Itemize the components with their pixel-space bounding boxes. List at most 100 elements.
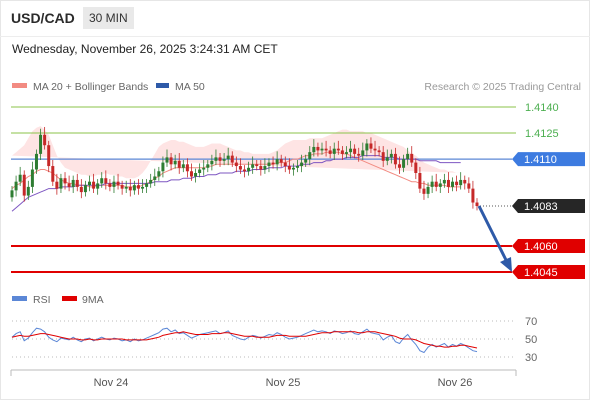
candlesticks [10, 126, 479, 211]
candle [120, 180, 124, 195]
candle [389, 149, 393, 164]
candle [108, 179, 112, 192]
timeframe-button[interactable]: 30 MIN [83, 7, 134, 29]
candle [361, 142, 365, 160]
candle [398, 156, 401, 174]
x-tick-label: Nov 25 [266, 377, 301, 389]
candle [157, 166, 161, 181]
candle [381, 146, 385, 167]
candle [39, 128, 43, 160]
rsi-tick-50: 50 [525, 334, 537, 346]
candle [202, 159, 206, 176]
candle [418, 166, 422, 193]
forecast-arrowhead [500, 257, 512, 272]
symbol-title: USD/CAD [11, 10, 75, 26]
candle [222, 153, 226, 166]
candle [132, 180, 136, 195]
candle [475, 198, 479, 211]
candle [59, 173, 63, 193]
rsi-legend-swatch [12, 296, 27, 301]
forecast-arrow [477, 205, 512, 272]
candle [153, 168, 157, 187]
candle [324, 140, 328, 157]
candle [145, 179, 149, 193]
candle [344, 146, 348, 159]
candle [275, 151, 279, 171]
candle [296, 159, 300, 173]
rsi-tick-70: 70 [525, 316, 537, 328]
candle [198, 163, 202, 178]
candle [406, 147, 410, 166]
candle [267, 158, 271, 173]
candle [22, 170, 26, 202]
candle [308, 146, 312, 166]
candle [75, 173, 79, 192]
candle [463, 175, 467, 190]
research-credit: Research © 2025 Trading Central [424, 81, 581, 93]
candle [169, 153, 173, 171]
candle [320, 142, 324, 155]
candle [214, 149, 218, 166]
candle [373, 140, 377, 157]
candle [259, 159, 263, 176]
candle [377, 146, 381, 157]
bollinger-band-fill [12, 126, 461, 179]
rsi-legend-label: RSI [33, 294, 51, 306]
candle [10, 186, 14, 202]
level-label-1.4110: 1.4110 [524, 154, 557, 166]
candle [467, 177, 471, 193]
ma50-legend-swatch [156, 83, 169, 88]
candle [291, 163, 295, 176]
candle [112, 175, 116, 193]
candle [455, 175, 459, 192]
candle [181, 159, 185, 173]
candle [67, 175, 71, 192]
x-tick-label: Nov 24 [94, 377, 129, 389]
price-level-labels: 1.4140 1.4125 1.4110 1.4083 1.4060 1.4045 [512, 102, 585, 279]
level-tag-1.4060 [512, 238, 585, 253]
candle [251, 156, 255, 174]
candle [446, 172, 450, 193]
level-label-1.4140: 1.4140 [525, 102, 559, 114]
ma9-legend-swatch [62, 296, 77, 301]
level-tag-1.4083 [512, 199, 585, 213]
candle [357, 147, 361, 162]
candle [116, 173, 120, 190]
rsi-ma9-line [11, 331, 478, 349]
candle [393, 147, 397, 169]
candle [255, 159, 259, 171]
candle [92, 173, 96, 193]
candle [218, 153, 222, 167]
candle [136, 179, 140, 195]
candle [336, 140, 340, 155]
candle [26, 180, 30, 200]
candle [51, 159, 55, 187]
candle [316, 142, 320, 157]
candle [442, 173, 446, 188]
rsi-line [11, 327, 478, 354]
candle [340, 146, 344, 160]
candle [88, 175, 91, 192]
candle [271, 156, 275, 169]
candle [141, 179, 145, 193]
candle [238, 158, 242, 174]
candle [55, 173, 59, 195]
candle [287, 158, 291, 174]
candle [210, 154, 214, 171]
candle [149, 173, 153, 188]
candle [451, 177, 455, 192]
candle [194, 168, 198, 183]
candle [100, 172, 104, 188]
candle [414, 158, 418, 180]
candle [402, 154, 406, 173]
candle [426, 182, 430, 199]
candle [177, 153, 181, 174]
level-tag-1.4110 [512, 152, 585, 167]
level-label-1.4083: 1.4083 [524, 201, 558, 213]
rsi-panel: 70 50 30 [11, 316, 537, 364]
candle [161, 156, 165, 178]
candle [353, 144, 357, 159]
candle [226, 147, 230, 166]
candle [63, 172, 67, 190]
